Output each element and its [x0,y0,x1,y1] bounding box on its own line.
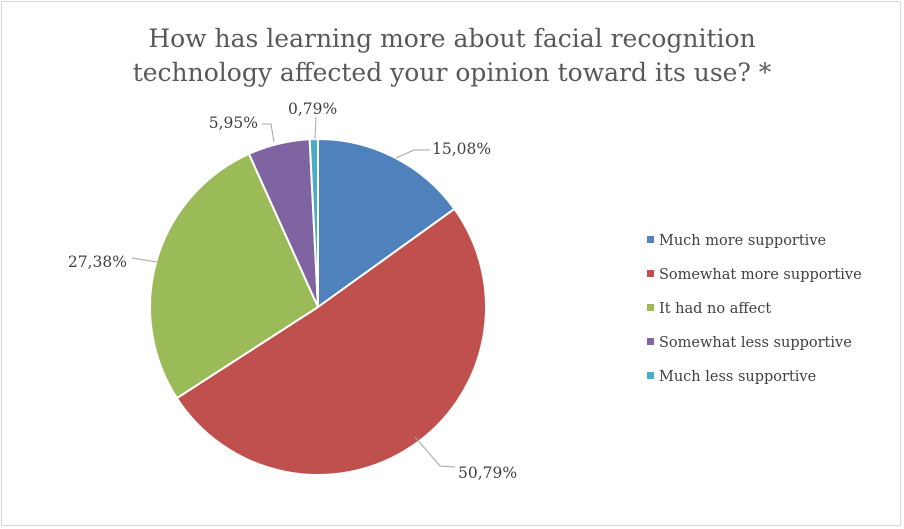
leader-line-much-more-supportive [395,149,430,159]
legend-label-much-more-supportive: Much more supportive [659,233,826,249]
pie-slice-much-more-supportive [317,137,456,309]
leader-line-somewhat-less-supportive [262,123,275,143]
leader-line-much-less-supportive [314,116,317,140]
chart-title-line-1: How has learning more about facial recog… [148,24,755,53]
data-labels: 15,08% 50,79% 27,38% 5,95% 0,79% [68,100,517,482]
pie-slices [149,137,487,476]
data-label-somewhat-less-supportive: 5,95% [209,114,258,132]
chart-title-line-2: technology affected your opinion toward … [133,58,772,87]
leader-line-it-had-no-affect [131,257,158,263]
data-label-somewhat-more-supportive: 50,79% [458,464,517,482]
data-label-much-less-supportive: 0,79% [288,100,337,118]
legend-label-it-had-no-affect: It had no affect [659,301,771,317]
legend-swatch-much-more-supportive [647,236,654,243]
legend: Much more supportive Somewhat more suppor… [647,233,862,385]
leader-line-somewhat-more-supportive [414,436,456,468]
legend-swatch-it-had-no-affect [647,304,654,311]
legend-label-somewhat-less-supportive: Somewhat less supportive [659,335,852,351]
leader-lines [131,116,456,468]
data-label-it-had-no-affect: 27,38% [68,253,127,271]
legend-label-much-less-supportive: Much less supportive [659,369,816,385]
pie-slice-somewhat-more-supportive [175,207,487,476]
legend-label-somewhat-more-supportive: Somewhat more supportive [659,267,862,283]
data-label-much-more-supportive: 15,08% [432,140,491,158]
legend-swatch-somewhat-less-supportive [647,338,654,345]
legend-swatch-much-less-supportive [647,372,654,379]
legend-swatch-somewhat-more-supportive [647,270,654,277]
pie-slice-much-less-supportive [308,137,319,308]
